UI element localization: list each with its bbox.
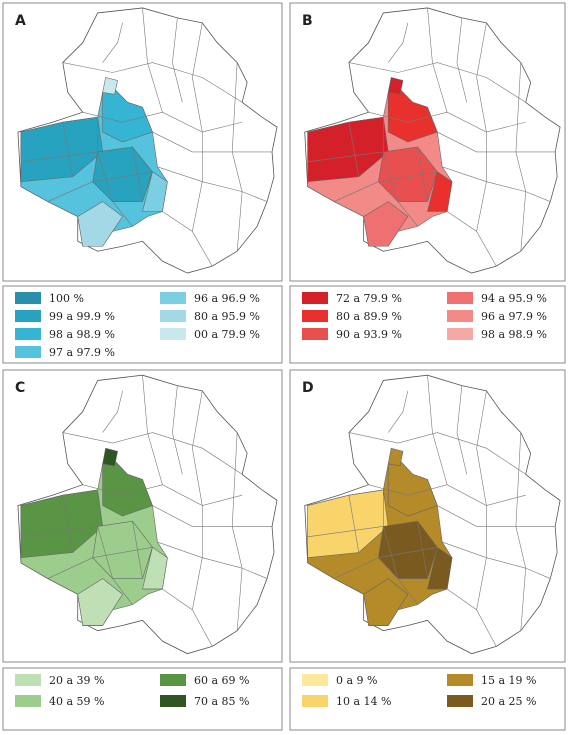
district: [363, 578, 409, 626]
map: [304, 374, 561, 655]
legend-swatch: [160, 310, 186, 322]
map-frame: [2, 369, 283, 663]
legend-frame: [2, 667, 283, 731]
legend-swatch: [160, 328, 186, 340]
legend-swatch: [15, 328, 41, 340]
legend-swatch: [15, 695, 41, 707]
legend-swatch: [447, 292, 473, 304]
map-frame: [2, 2, 283, 282]
legend-swatch: [15, 346, 41, 358]
legend-swatch: [447, 695, 473, 707]
legend-frame: [289, 667, 566, 731]
legend-label: 80 a 95.9 %: [194, 310, 260, 323]
legend-label: 97 a 97.9 %: [49, 346, 115, 359]
district: [77, 201, 123, 247]
legend-swatch: [15, 674, 41, 686]
district: [102, 77, 118, 95]
legend-label: 40 a 59 %: [49, 695, 105, 708]
legend-label: 94 a 95.9 %: [481, 292, 547, 305]
legend-swatch: [15, 310, 41, 322]
legend-label: 00 a 79.9 %: [194, 328, 260, 341]
district: [387, 447, 404, 467]
legend-label: 96 a 96.9 %: [194, 292, 260, 305]
legend-frame: [2, 285, 283, 364]
legend-label: 72 a 79.9 %: [336, 292, 402, 305]
district: [387, 77, 404, 95]
legend-label: 15 a 19 %: [481, 674, 537, 687]
legend-label: 60 a 69 %: [194, 674, 250, 687]
legend-swatch: [447, 328, 473, 340]
district: [363, 201, 409, 247]
legend-label: 20 a 25 %: [481, 695, 537, 708]
legend-label: 10 a 14 %: [336, 695, 392, 708]
legend-swatch: [302, 695, 328, 707]
legend-frame: [289, 285, 566, 364]
legend-swatch: [447, 310, 473, 322]
map: [304, 7, 561, 274]
map: [17, 374, 278, 655]
legend-label: 90 a 93.9 %: [336, 328, 402, 341]
map-frame: [289, 369, 566, 663]
panel-label: D: [302, 380, 314, 396]
district: [77, 578, 123, 626]
legend-label: 98 a 98.9 %: [481, 328, 547, 341]
legend-swatch: [302, 328, 328, 340]
legend-label: 70 a 85 %: [194, 695, 250, 708]
map-frame: [289, 2, 566, 282]
legend-swatch: [447, 674, 473, 686]
legend-label: 80 a 89.9 %: [336, 310, 402, 323]
panel-label: B: [302, 13, 313, 29]
legend-label: 96 a 97.9 %: [481, 310, 547, 323]
legend-swatch: [160, 695, 186, 707]
legend-swatch: [302, 310, 328, 322]
district: [102, 447, 118, 467]
legend-swatch: [15, 292, 41, 304]
legend-swatch: [160, 674, 186, 686]
legend-label: 20 a 39 %: [49, 674, 105, 687]
legend-swatch: [160, 292, 186, 304]
panel-label: A: [15, 13, 26, 29]
legend-label: 0 a 9 %: [336, 674, 378, 687]
panel-label: C: [15, 380, 25, 396]
legend-label: 99 a 99.9 %: [49, 310, 115, 323]
legend-swatch: [302, 674, 328, 686]
legend-label: 100 %: [49, 292, 84, 305]
map: [17, 7, 278, 274]
legend-label: 98 a 98.9 %: [49, 328, 115, 341]
legend-swatch: [302, 292, 328, 304]
